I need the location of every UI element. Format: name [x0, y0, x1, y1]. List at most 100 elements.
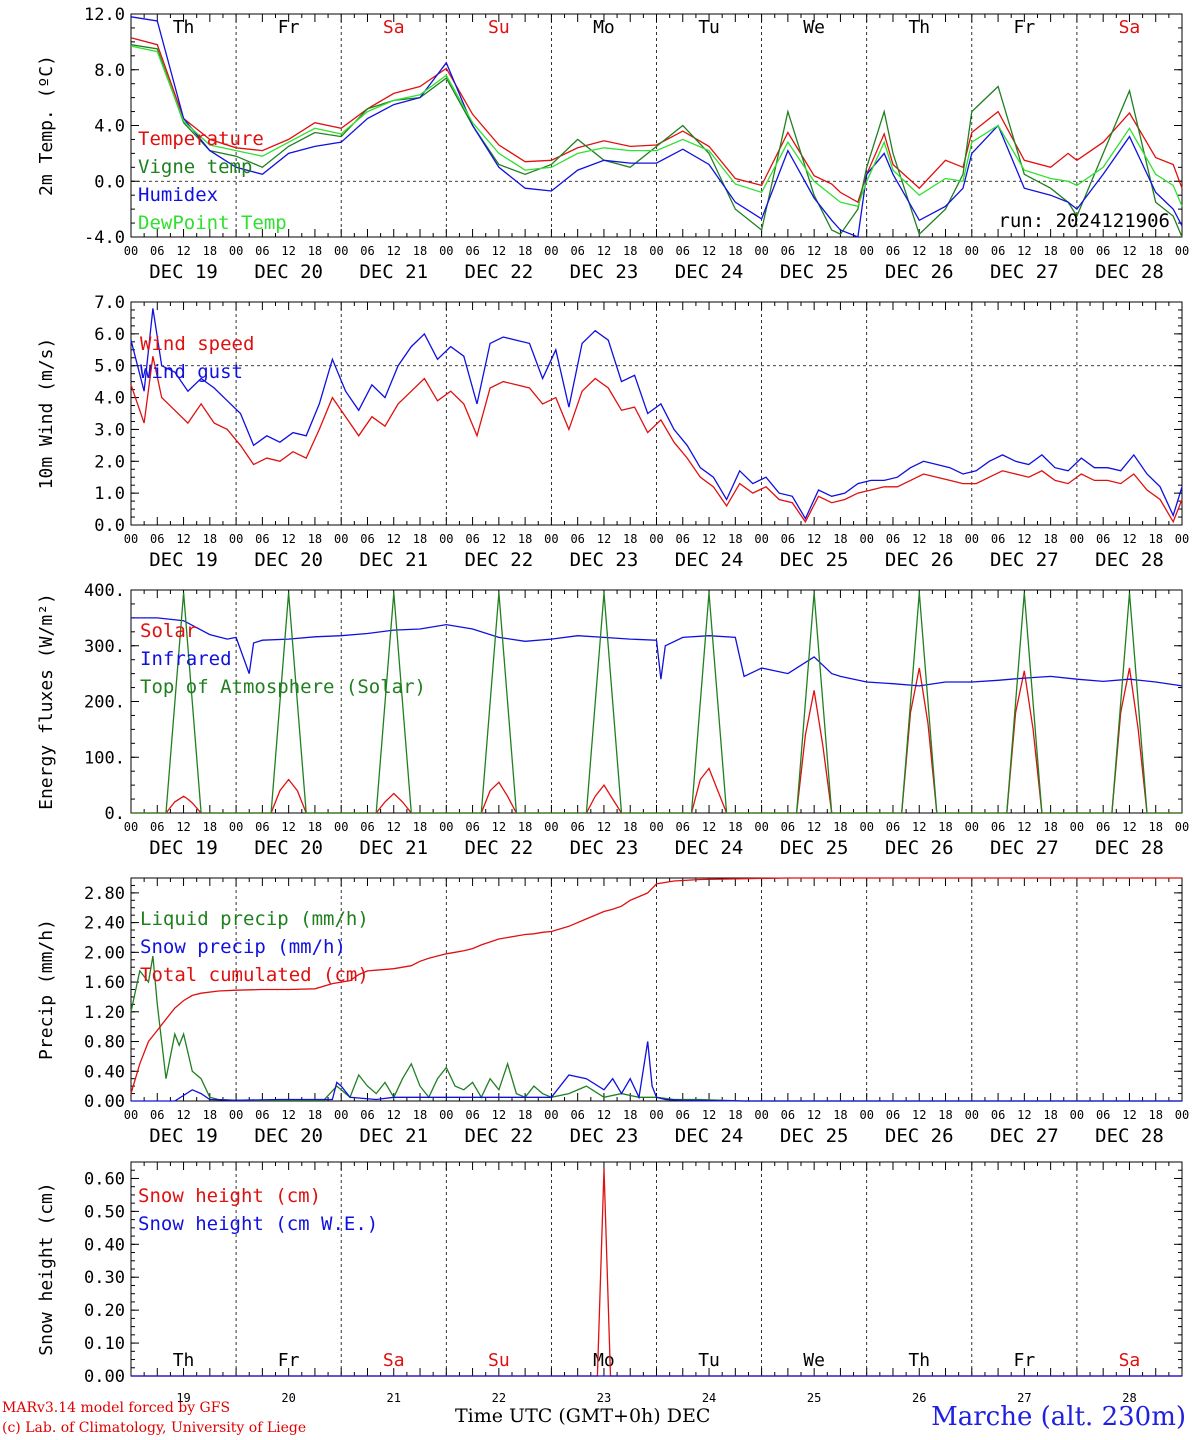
- date-label: DEC 28: [1095, 837, 1164, 859]
- date-label: DEC 22: [465, 549, 534, 571]
- date-label: DEC 27: [990, 549, 1059, 571]
- series-line-infrared: [131, 617, 1183, 687]
- weekday-label: Fr: [278, 1350, 300, 1371]
- hour-tick-label: 00: [544, 820, 558, 834]
- date-label: DEC 25: [780, 837, 849, 859]
- date-label: DEC 20: [254, 549, 323, 571]
- hour-tick-label: 18: [1148, 244, 1162, 258]
- hour-tick-label: 06: [150, 820, 164, 834]
- weekday-label: Su: [488, 1350, 510, 1371]
- y-tick-label: 200.: [84, 693, 125, 713]
- hour-tick-label: 18: [938, 532, 952, 546]
- legend-entry: Total cumulated (cm): [140, 964, 369, 986]
- hour-tick-label: 06: [570, 1108, 584, 1122]
- hour-tick-label: 06: [360, 820, 374, 834]
- day-number-label: 21: [387, 1391, 401, 1405]
- hour-tick-label: 18: [203, 1108, 217, 1122]
- hour-tick-label: 18: [728, 1108, 742, 1122]
- day-number-label: 26: [912, 1391, 926, 1405]
- y-tick-label: 7.0: [94, 293, 125, 313]
- hour-tick-label: 00: [439, 1108, 453, 1122]
- x-axis-title: Time UTC (GMT+0h) DEC: [455, 1405, 711, 1427]
- hour-tick-label: 18: [833, 820, 847, 834]
- hour-tick-label: 06: [465, 1108, 479, 1122]
- hour-tick-label: 06: [360, 532, 374, 546]
- hour-tick-label: 18: [1148, 820, 1162, 834]
- hour-tick-label: 12: [807, 532, 821, 546]
- hour-tick-label: 12: [807, 820, 821, 834]
- weekday-label: Th: [908, 1350, 930, 1371]
- hour-tick-label: 12: [176, 244, 190, 258]
- legend-entry: Top of Atmosphere (Solar): [140, 676, 426, 698]
- date-label: DEC 25: [780, 261, 849, 283]
- date-label: DEC 26: [885, 549, 954, 571]
- hour-tick-label: 18: [518, 820, 532, 834]
- hour-tick-label: 06: [570, 532, 584, 546]
- date-label: DEC 21: [359, 837, 428, 859]
- y-axis-label: Snow height (cm): [36, 1182, 57, 1355]
- weekday-label: Su: [488, 17, 510, 38]
- hour-tick-label: 12: [492, 820, 506, 834]
- y-tick-label: 4.0: [94, 117, 125, 137]
- hour-tick-label: 18: [518, 1108, 532, 1122]
- hour-tick-label: 00: [124, 1108, 138, 1122]
- hour-tick-label: 00: [439, 532, 453, 546]
- y-tick-label: 300.: [84, 637, 125, 657]
- hour-tick-label: 06: [465, 244, 479, 258]
- series-line-dewpoint-temp: [130, 45, 1183, 208]
- weekday-label: Sa: [1119, 17, 1141, 38]
- hour-tick-label: 00: [754, 244, 768, 258]
- panel-1-frame: [130, 301, 1183, 526]
- hour-tick-label: 00: [649, 532, 663, 546]
- date-label: DEC 20: [254, 837, 323, 859]
- panel-0-frame: [130, 13, 1183, 238]
- hour-tick-label: 06: [1096, 532, 1110, 546]
- y-tick-label: 2.80: [84, 884, 125, 904]
- legend-entry: Wind gust: [140, 361, 243, 383]
- weekday-label: Tu: [698, 17, 720, 38]
- hour-tick-label: 12: [387, 244, 401, 258]
- hour-tick-label: 18: [308, 1108, 322, 1122]
- hour-tick-label: 06: [991, 1108, 1005, 1122]
- date-label: DEC 26: [885, 837, 954, 859]
- series-line-top-of-atmosphere-solar-: [131, 592, 1182, 814]
- hour-tick-label: 06: [781, 820, 795, 834]
- hour-tick-label: 00: [544, 532, 558, 546]
- hour-tick-label: 00: [754, 820, 768, 834]
- hour-tick-label: 06: [886, 244, 900, 258]
- weekday-label: Mo: [593, 17, 615, 38]
- date-label: DEC 23: [570, 261, 639, 283]
- hour-tick-label: 12: [176, 1108, 190, 1122]
- date-label: DEC 21: [359, 261, 428, 283]
- y-axis-label: 10m Wind (m/s): [36, 338, 57, 490]
- hour-tick-label: 12: [1017, 532, 1031, 546]
- hour-tick-label: 18: [938, 1108, 952, 1122]
- hour-tick-label: 06: [1096, 1108, 1110, 1122]
- date-label: DEC 22: [465, 261, 534, 283]
- hour-tick-label: 00: [1070, 1108, 1084, 1122]
- hour-tick-label: 12: [387, 532, 401, 546]
- series-line-snow-precip-mm-h-: [131, 1041, 1182, 1102]
- hour-tick-label: 00: [965, 532, 979, 546]
- y-tick-label: -4.0: [84, 228, 125, 248]
- date-label: DEC 24: [675, 261, 744, 283]
- date-label: DEC 25: [780, 549, 849, 571]
- date-label: DEC 19: [149, 549, 218, 571]
- date-label: DEC 28: [1095, 549, 1164, 571]
- hour-tick-label: 06: [465, 820, 479, 834]
- hour-tick-label: 18: [308, 532, 322, 546]
- day-number-label: 27: [1017, 1391, 1031, 1405]
- hour-tick-label: 18: [728, 820, 742, 834]
- date-label: DEC 19: [149, 1125, 218, 1147]
- hour-tick-label: 18: [518, 244, 532, 258]
- hour-tick-label: 18: [938, 820, 952, 834]
- hour-tick-label: 12: [1122, 244, 1136, 258]
- model-credit: MARv3.14 model forced by GFS: [2, 1400, 231, 1416]
- hour-tick-label: 12: [702, 820, 716, 834]
- date-label: DEC 21: [359, 549, 428, 571]
- hour-tick-label: 12: [492, 532, 506, 546]
- y-tick-label: 6.0: [94, 325, 125, 345]
- hour-tick-label: 18: [413, 820, 427, 834]
- y-tick-label: 1.60: [84, 973, 125, 993]
